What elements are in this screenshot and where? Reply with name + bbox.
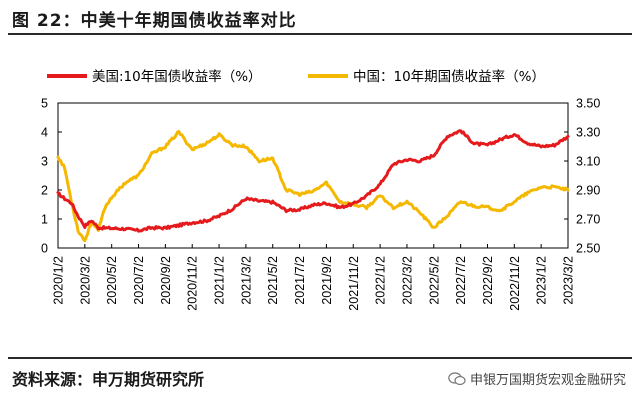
footer-divider bbox=[8, 357, 632, 359]
right-tick-label: 2.70 bbox=[576, 213, 600, 227]
x-tick-label: 2021/3/2 bbox=[239, 256, 253, 305]
left-tick-label: 1 bbox=[41, 213, 48, 227]
series-layer bbox=[56, 129, 570, 243]
x-tick-label: 2021/9/2 bbox=[320, 256, 334, 305]
x-tick-label: 2021/7/2 bbox=[293, 256, 307, 305]
x-tick-label: 2020/1/2 bbox=[52, 256, 66, 305]
watermark-text: 申银万国期货宏观金融研究 bbox=[469, 373, 626, 388]
chart-canvas: 美国:10年国债收益率（%） 中国：10年期国债收益率（%） 0 1 2 3 4 5 2.… bbox=[41, 68, 600, 311]
x-axis: 2020/1/2 2020/3/2 2020/5/2 2020/7/2 2020/9/2… bbox=[52, 244, 576, 311]
x-tick-label: 2022/9/2 bbox=[481, 256, 495, 305]
right-tick-label: 3.50 bbox=[576, 97, 600, 111]
wechat-icon bbox=[448, 371, 466, 385]
x-tick-label: 2021/1/2 bbox=[213, 256, 227, 305]
x-tick-label: 2021/5/2 bbox=[266, 256, 280, 305]
x-tick-label: 2023/3/2 bbox=[562, 256, 576, 305]
left-tick-label: 4 bbox=[41, 126, 48, 140]
x-tick-label: 2023/1/2 bbox=[535, 256, 549, 305]
x-tick-label: 2022/7/2 bbox=[454, 256, 468, 305]
left-tick-label: 3 bbox=[41, 155, 48, 169]
legend-us-label: 美国:10年国债收益率（%） bbox=[92, 68, 262, 85]
x-tick-label: 2020/3/2 bbox=[78, 256, 92, 305]
source-note: 资料来源：申万期货研究所 bbox=[12, 370, 205, 389]
left-axis: 0 1 2 3 4 5 bbox=[41, 97, 62, 256]
right-tick-label: 3.10 bbox=[576, 155, 600, 169]
right-tick-label: 3.30 bbox=[576, 126, 600, 140]
chart-title: 图 22：中美十年期国债收益率对比 bbox=[12, 11, 297, 31]
x-tick-label: 2020/11/2 bbox=[186, 256, 200, 311]
right-tick-label: 2.50 bbox=[576, 242, 600, 256]
left-tick-label: 0 bbox=[41, 242, 48, 256]
right-tick-label: 2.90 bbox=[576, 184, 600, 198]
x-tick-label: 2022/1/2 bbox=[374, 256, 388, 305]
right-axis: 2.50 2.70 2.90 3.10 3.30 3.50 bbox=[564, 97, 600, 256]
x-tick-label: 2020/9/2 bbox=[159, 256, 173, 305]
x-tick-label: 2022/11/2 bbox=[508, 256, 522, 311]
x-tick-label: 2022/5/2 bbox=[427, 256, 441, 305]
watermark: 申银万国期货宏观金融研究 bbox=[448, 369, 626, 388]
x-tick-label: 2022/3/2 bbox=[400, 256, 414, 305]
us-10y-yield-line bbox=[56, 129, 570, 233]
plot-frame bbox=[57, 102, 569, 249]
left-tick-label: 2 bbox=[41, 184, 48, 198]
x-tick-label: 2020/5/2 bbox=[105, 256, 119, 305]
cn-10y-yield-line bbox=[56, 129, 570, 243]
legend-cn-label: 中国：10年期国债收益率（%） bbox=[353, 68, 545, 85]
title-divider bbox=[8, 33, 632, 35]
x-tick-label: 2021/11/2 bbox=[347, 256, 361, 311]
x-tick-label: 2020/7/2 bbox=[132, 256, 146, 305]
left-tick-label: 5 bbox=[41, 97, 48, 111]
legend: 美国:10年国债收益率（%） 中国：10年期国债收益率（%） bbox=[47, 68, 545, 85]
